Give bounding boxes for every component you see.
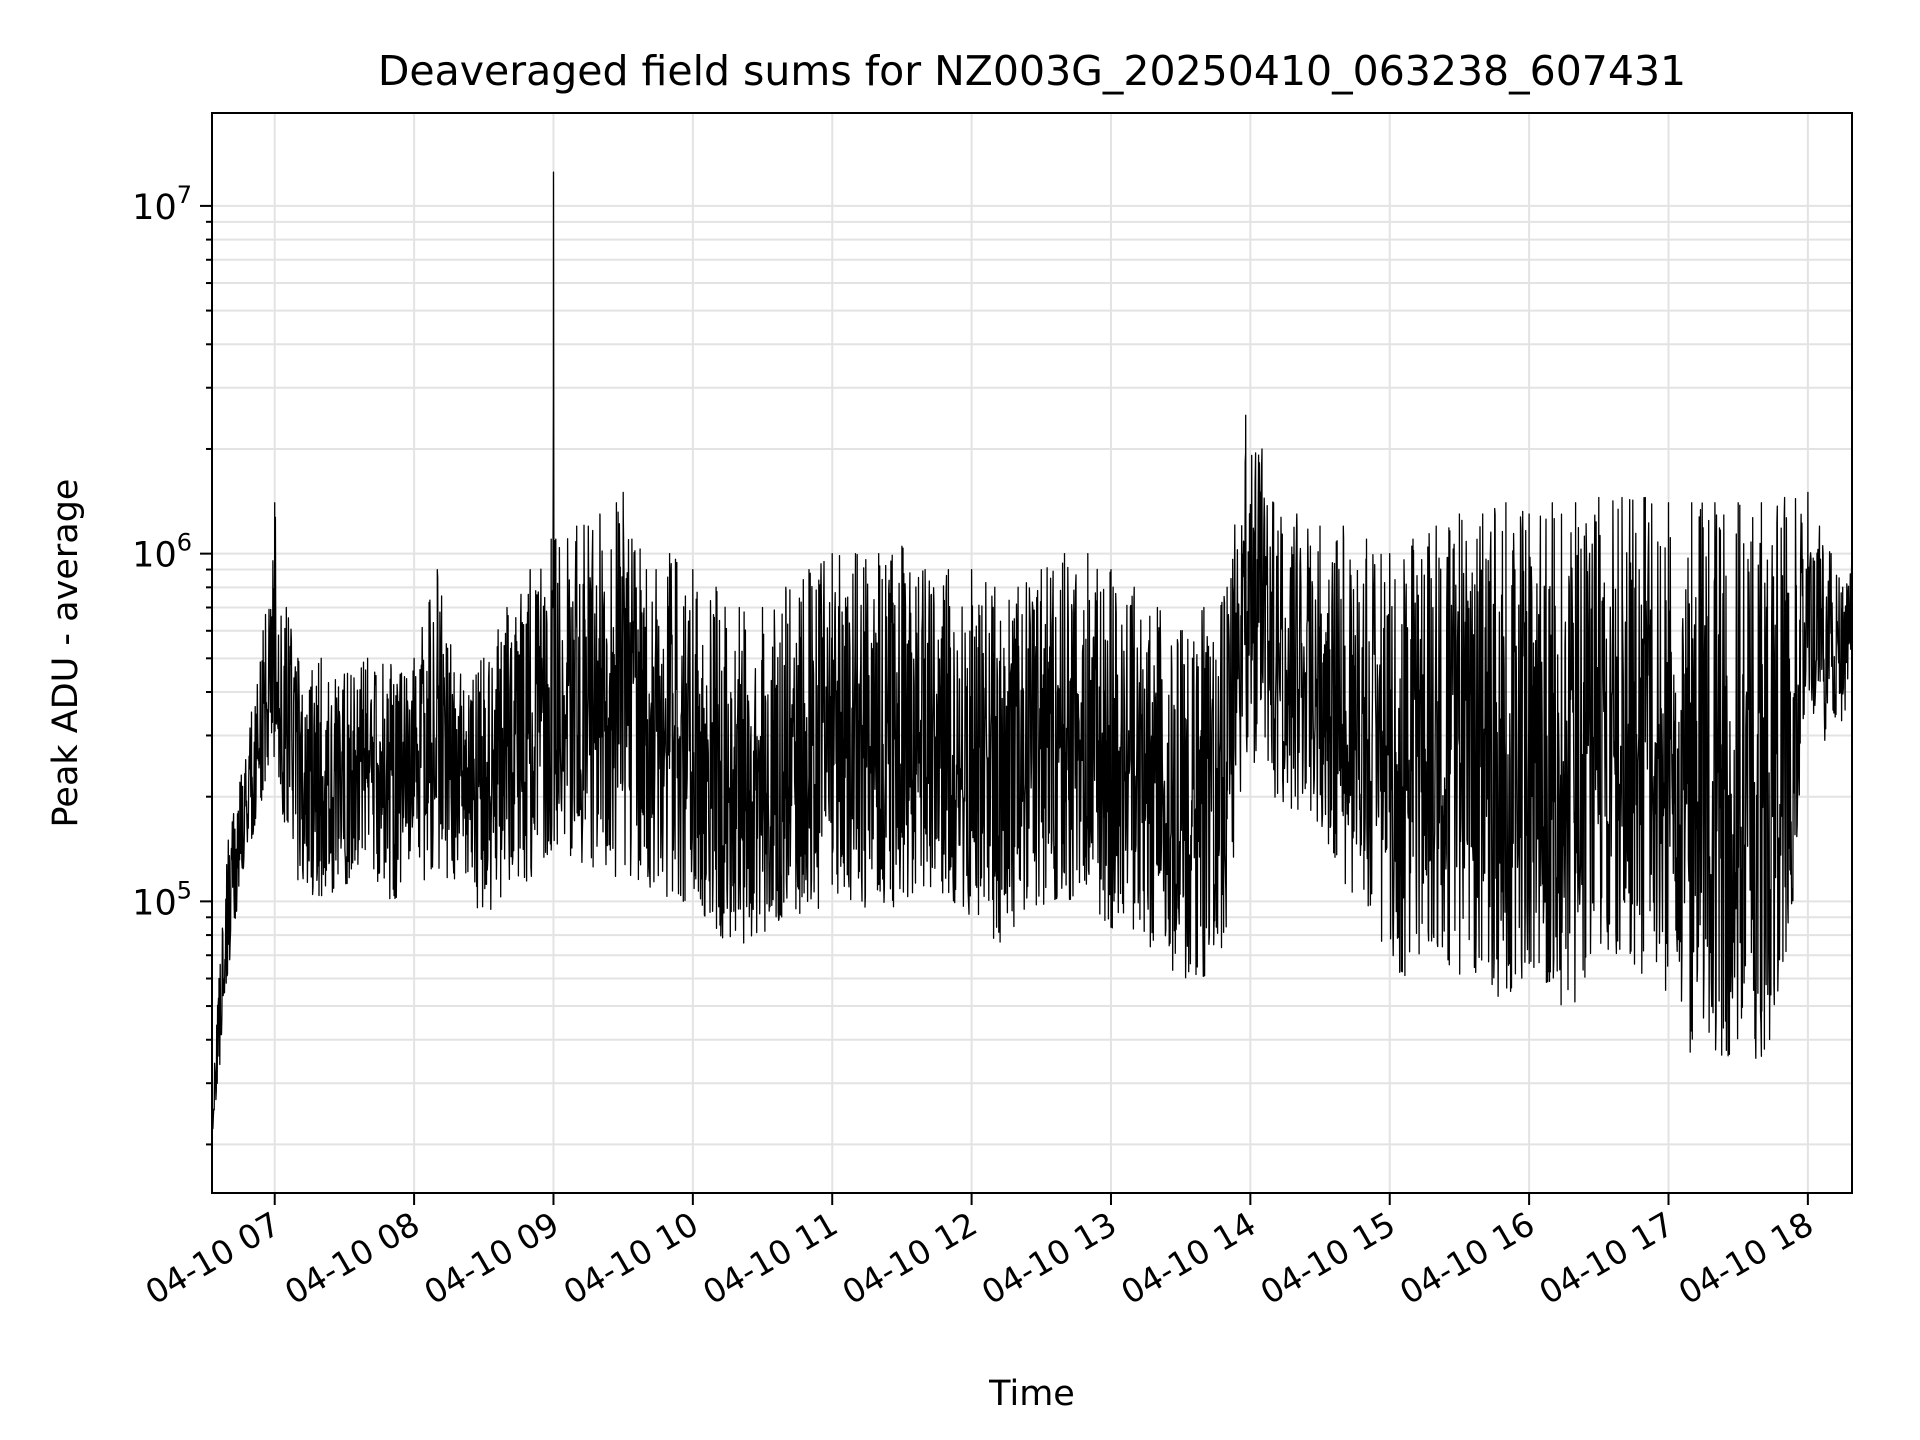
x-tick-label: 04-10 08 (278, 1204, 426, 1312)
y-tick-label: 107 (132, 181, 192, 228)
x-tick-label: 04-10 13 (975, 1204, 1123, 1312)
x-tick-label: 04-10 09 (417, 1204, 565, 1312)
x-tick-label: 04-10 07 (139, 1204, 287, 1312)
x-tick-label: 04-10 14 (1114, 1204, 1262, 1312)
series-line (211, 171, 1853, 1130)
series-layer (211, 171, 1853, 1130)
x-tick-label: 04-10 15 (1254, 1204, 1402, 1312)
x-tick-label: 04-10 12 (836, 1204, 984, 1312)
y-tick-label: 106 (132, 529, 192, 576)
x-tick-label: 04-10 17 (1532, 1204, 1680, 1312)
x-tick-label: 04-10 18 (1672, 1204, 1820, 1312)
x-tick-label: 04-10 10 (557, 1204, 705, 1312)
plot-frame (211, 112, 1853, 1194)
x-axis-label: Time (988, 1374, 1075, 1414)
x-tick-label: 04-10 11 (696, 1204, 844, 1312)
y-ticks: 105 106 107 (132, 181, 212, 1146)
y-tick-label: 105 (132, 876, 192, 923)
y-axis-label: Peak ADU - average (46, 479, 86, 828)
x-tick-label: 04-10 16 (1393, 1204, 1541, 1312)
chart-title: Deaveraged field sums for NZ003G_2025041… (378, 47, 1686, 95)
